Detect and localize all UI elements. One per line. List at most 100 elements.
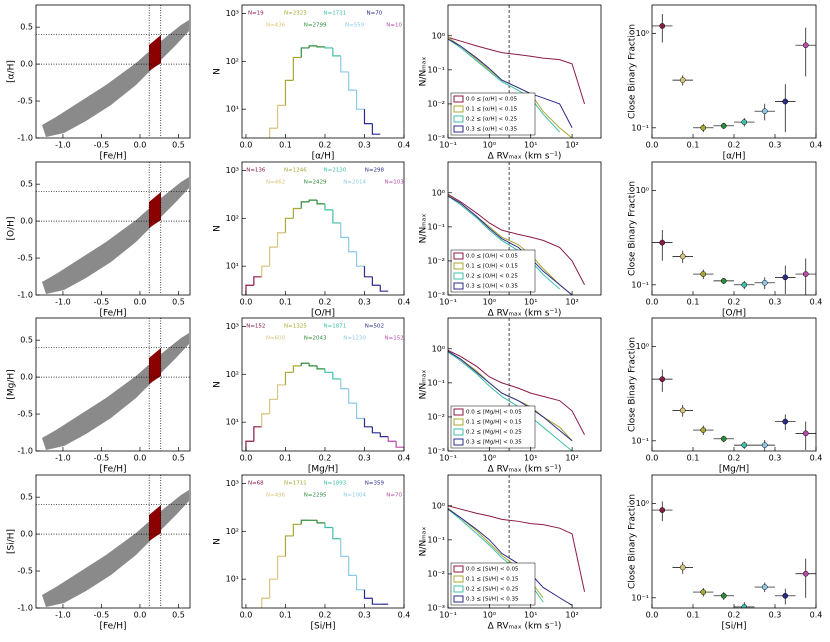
panel: [652, 230, 816, 295]
series-line: [448, 508, 573, 606]
histogram-step: [387, 436, 397, 442]
y-tick-label: 10⁻³: [427, 291, 445, 300]
histogram-step: [269, 127, 278, 138]
legend-swatch: [453, 115, 464, 123]
x-tick-label: 0.5: [172, 141, 185, 150]
histogram-step: [269, 246, 278, 267]
y-tick-label: 10⁻²: [427, 256, 445, 265]
histogram-step: [316, 365, 325, 370]
point: [659, 376, 666, 383]
count-label: N=1893: [323, 481, 346, 487]
series-line: [448, 351, 573, 451]
histogram-step: [276, 384, 286, 400]
y-tick-label: 10¹: [226, 418, 239, 427]
histogram-step: [300, 201, 310, 209]
histogram-step: [308, 45, 318, 48]
axes-frame: [447, 317, 602, 452]
y-tick-label: 10³: [226, 322, 239, 331]
y-tick-label: 10²: [226, 57, 239, 66]
axes-frame: [447, 161, 602, 296]
count-label: N=2043: [304, 336, 327, 342]
histogram-step: [363, 418, 373, 428]
y-tick-label: 10⁰: [432, 31, 445, 40]
x-tick-label: 0.2: [319, 611, 332, 620]
y-tick-label: -1.0: [17, 447, 33, 456]
y-tick-label: 10⁻¹: [427, 535, 445, 544]
count-label: N=2323: [284, 11, 307, 17]
histogram-step: [332, 47, 341, 57]
y-tick-label: 10¹: [226, 262, 239, 271]
point: [761, 584, 768, 590]
x-tick-label: 0.0: [240, 611, 253, 620]
x-tick-label: 0.0: [646, 298, 659, 307]
y-tick-label: 0.0: [20, 60, 33, 69]
x-tick-label: 0.0: [240, 454, 253, 463]
y-tick-label: 10¹: [226, 575, 239, 584]
x-tick-label: 0.2: [728, 454, 741, 463]
axes-frame: [35, 161, 191, 296]
histogram-step: [340, 55, 349, 73]
x-axis-label: [Fe/H]: [99, 622, 126, 632]
histogram-step: [300, 519, 310, 525]
point: [700, 271, 707, 277]
legend-swatch: [453, 408, 464, 416]
count-label: N=70: [386, 493, 402, 499]
y-tick-label: 10²: [226, 370, 239, 379]
x-axis-label: Δ RVₘₐₓ (km s⁻¹): [488, 465, 562, 475]
count-label: N=600: [266, 336, 286, 342]
panel: [36, 5, 190, 138]
legend-swatch: [453, 565, 464, 573]
y-tick-label: 0.5: [20, 493, 33, 502]
y-axis-label: N: [213, 68, 223, 75]
x-axis-label: [α/H]: [723, 152, 746, 162]
series-line: [448, 349, 585, 435]
x-axis-label: [Fe/H]: [99, 152, 126, 162]
x-tick-label: 10²: [565, 611, 578, 620]
x-tick-label: -1.0: [55, 298, 71, 307]
legend-label: 0.1 ≤ [α/H] < 0.15: [466, 107, 518, 113]
y-tick-label: 10³: [226, 479, 239, 488]
x-tick-label: 0.4: [398, 611, 411, 620]
x-tick-label: 0.3: [769, 611, 782, 620]
legend-swatch: [453, 272, 464, 280]
legend-swatch: [453, 282, 464, 290]
y-tick-label: 10⁻³: [427, 134, 445, 143]
x-axis-label: [Si/H]: [721, 622, 746, 632]
x-tick-label: 10¹: [524, 298, 537, 307]
point: [720, 278, 727, 284]
x-tick-label: 0.0: [646, 454, 659, 463]
histogram-step: [355, 251, 365, 267]
point: [782, 592, 789, 599]
x-tick-label: 0.4: [398, 454, 411, 463]
x-tick-label: 0.1: [687, 454, 700, 463]
histogram-step: [348, 71, 357, 91]
histogram-step: [395, 441, 404, 448]
x-tick-label: 0.2: [728, 611, 741, 620]
y-axis-label: N/Nₘₐₓ: [419, 370, 429, 400]
histogram-step: [355, 403, 365, 419]
histogram-step: [253, 426, 262, 442]
y-tick-label: 10⁻³: [427, 604, 445, 613]
x-tick-label: 10⁰: [483, 454, 496, 463]
count-label: N=10: [386, 23, 402, 29]
y-tick-label: -0.5: [17, 97, 33, 106]
y-axis-label: N/Nₘₐₓ: [419, 57, 429, 87]
axes-frame: [241, 4, 405, 139]
x-tick-label: 0.5: [172, 298, 185, 307]
x-tick-label: 0.4: [398, 298, 411, 307]
legend-label: 0.3 ≤ [Mg/H] < 0.35: [466, 440, 522, 446]
histogram-step: [348, 556, 357, 576]
y-tick-label: 10⁻²: [427, 99, 445, 108]
histogram-step: [363, 589, 373, 599]
y-tick-label: -1.0: [17, 604, 33, 613]
histogram-step: [332, 372, 341, 380]
legend-label: 0.0 ≤ [Mg/H] < 0.05: [466, 410, 522, 416]
count-label: N=19: [248, 11, 264, 17]
x-axis-label: [O/H]: [722, 309, 746, 319]
panel: [36, 318, 190, 451]
point: [700, 589, 707, 595]
x-axis-label: [Fe/H]: [99, 465, 126, 475]
legend-label: 0.1 ≤ [Si/H] < 0.15: [466, 577, 519, 583]
histogram-step: [316, 45, 325, 48]
axes-frame: [35, 317, 191, 452]
